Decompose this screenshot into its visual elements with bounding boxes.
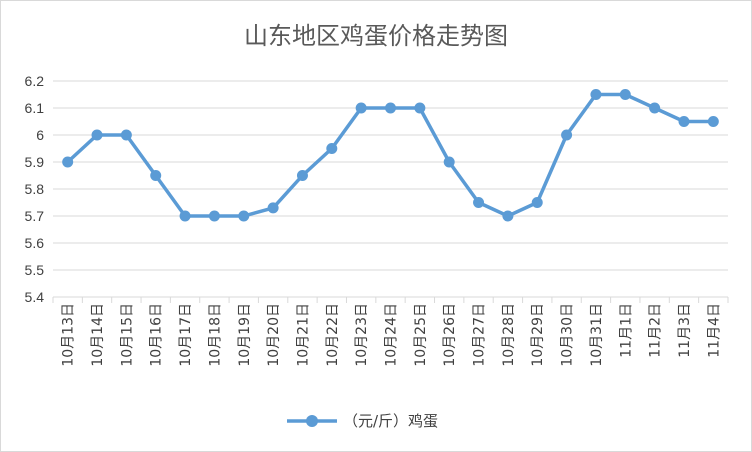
data-point[interactable] <box>678 116 690 127</box>
y-tick-label: 5.4 <box>25 289 45 305</box>
x-tick-label: 10月23日 <box>354 303 370 367</box>
y-tick-label: 6.2 <box>25 73 45 89</box>
data-point[interactable] <box>590 89 602 100</box>
data-point[interactable] <box>296 170 308 181</box>
x-tick-label: 10月29日 <box>530 303 546 367</box>
data-point[interactable] <box>120 129 132 141</box>
y-tick-label: 5.8 <box>25 181 45 197</box>
y-tick-label: 6 <box>36 127 44 143</box>
x-tick-label: 10月17日 <box>178 303 194 367</box>
x-axis-ticks: 10月13日 10月14日 10月15日 10月16日 10月17日 10月18日 10月1… <box>61 303 723 367</box>
chart-title: 山东地区鸡蛋价格走势图 <box>244 22 508 50</box>
x-tick-label: 10月28日 <box>501 303 517 367</box>
data-point[interactable] <box>208 210 220 222</box>
x-tick-label: 10月19日 <box>237 303 253 367</box>
data-point[interactable] <box>473 197 485 208</box>
y-tick-label: 6.1 <box>25 100 45 116</box>
x-tick-label: 10月26日 <box>442 303 458 367</box>
series-layer <box>62 89 719 222</box>
data-point[interactable] <box>91 129 103 141</box>
y-axis-ticks: 5.4 5.5 5.6 5.7 5.8 5.9 6 6.1 6.2 <box>25 73 45 305</box>
x-tick-label: 10月16日 <box>149 303 165 367</box>
x-tick-label: 10月14日 <box>90 303 106 367</box>
data-point[interactable] <box>62 156 74 168</box>
data-point[interactable] <box>443 156 455 168</box>
x-tick-label: 11月2日 <box>648 303 664 358</box>
data-point[interactable] <box>531 197 543 208</box>
data-point[interactable] <box>649 102 661 114</box>
y-tick-label: 5.6 <box>25 235 45 251</box>
data-point[interactable] <box>502 210 514 222</box>
legend-point-marker <box>306 415 318 427</box>
y-tick-label: 5.7 <box>25 208 45 224</box>
data-point[interactable] <box>619 89 631 100</box>
x-tick-label: 10月15日 <box>119 303 135 367</box>
x-tick-label: 11月4日 <box>706 303 722 358</box>
x-tick-label: 10月27日 <box>472 303 488 367</box>
x-tick-label: 10月31日 <box>589 303 605 367</box>
x-tick-label: 11月3日 <box>677 303 693 358</box>
y-tick-label: 5.5 <box>25 262 45 278</box>
data-point[interactable] <box>238 210 250 222</box>
x-tick-label: 10月13日 <box>61 303 77 367</box>
legend[interactable]: （元/斤）鸡蛋 <box>287 412 438 430</box>
data-point[interactable] <box>385 102 396 114</box>
x-tick-label: 10月30日 <box>560 303 576 367</box>
x-tick-label: 11月1日 <box>618 303 634 358</box>
x-tick-label: 10月22日 <box>325 303 341 367</box>
x-tick-label: 10月20日 <box>266 303 282 367</box>
data-point[interactable] <box>561 129 573 141</box>
x-tick-label: 10月25日 <box>413 303 429 367</box>
legend-label: （元/斤）鸡蛋 <box>343 412 438 430</box>
x-tick-label: 10月21日 <box>295 303 311 367</box>
x-tick-label: 10月18日 <box>207 303 223 367</box>
x-tick-label: 10月24日 <box>384 303 400 367</box>
data-point[interactable] <box>355 102 367 114</box>
data-point[interactable] <box>267 202 279 214</box>
gridlines <box>52 80 729 303</box>
data-point[interactable] <box>150 170 162 181</box>
data-point[interactable] <box>707 116 719 127</box>
data-point[interactable] <box>326 143 338 154</box>
data-point[interactable] <box>414 102 426 114</box>
y-tick-label: 5.9 <box>25 154 45 170</box>
data-point[interactable] <box>179 210 191 222</box>
